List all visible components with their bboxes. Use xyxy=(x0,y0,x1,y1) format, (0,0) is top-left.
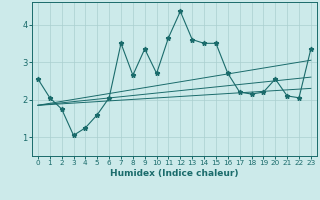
X-axis label: Humidex (Indice chaleur): Humidex (Indice chaleur) xyxy=(110,169,239,178)
